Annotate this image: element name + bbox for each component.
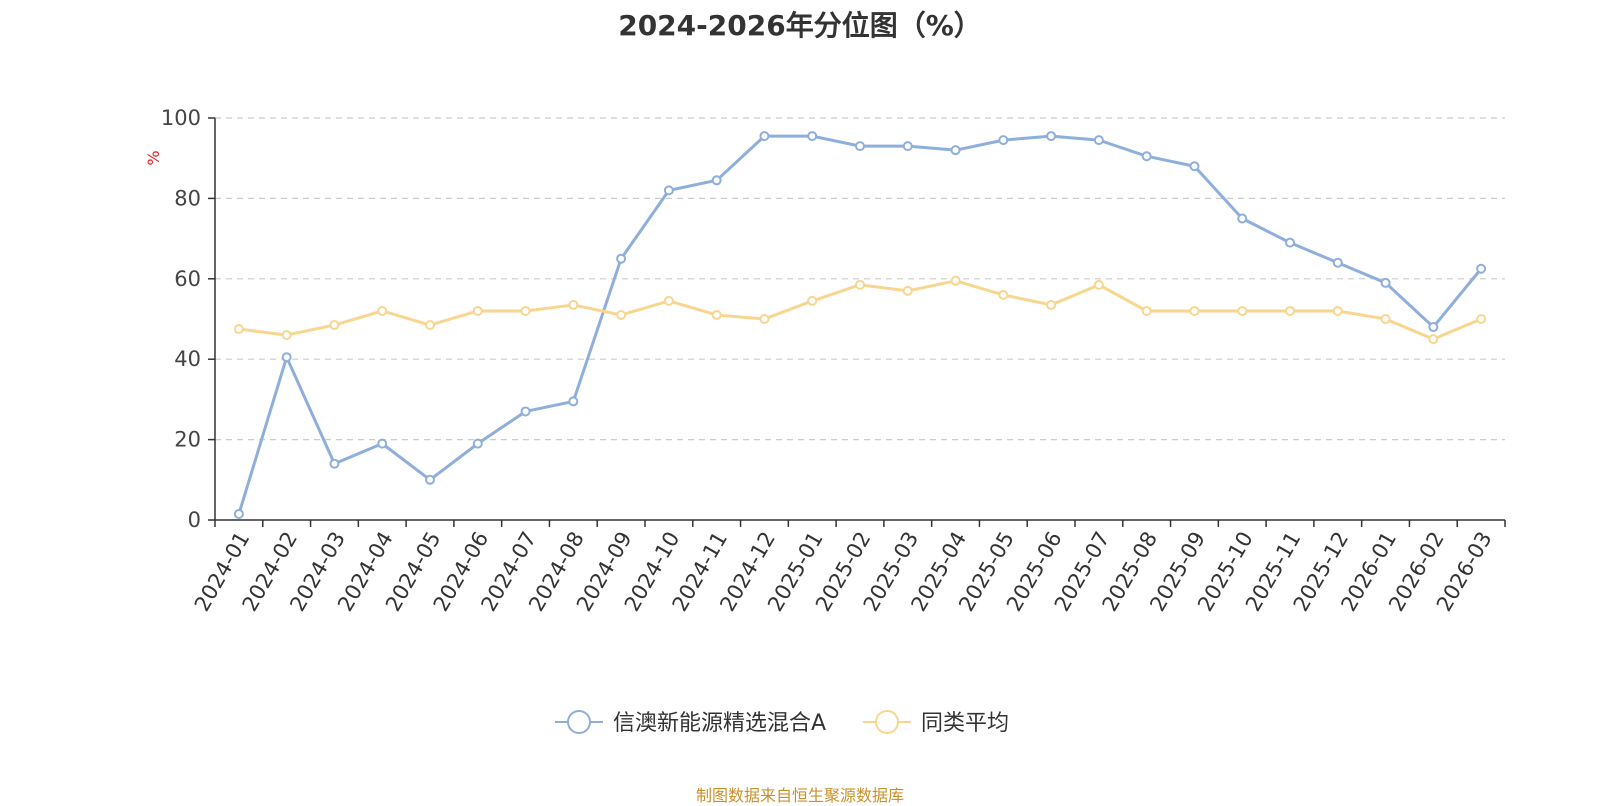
data-point[interactable]	[425, 474, 435, 485]
data-point[interactable]	[329, 320, 340, 331]
data-point[interactable]	[902, 141, 913, 152]
data-point[interactable]	[1380, 314, 1391, 324]
legend-marker	[875, 710, 899, 734]
data-point[interactable]	[759, 314, 770, 324]
data-point[interactable]	[1428, 322, 1439, 333]
data-point[interactable]	[1476, 263, 1487, 274]
data-point[interactable]	[759, 131, 770, 142]
data-point[interactable]	[472, 438, 483, 449]
legend-label: 同类平均	[921, 711, 1009, 736]
data-point[interactable]	[663, 295, 674, 306]
data-point[interactable]	[616, 253, 627, 264]
data-point[interactable]	[1189, 305, 1200, 316]
data-point[interactable]	[998, 289, 1009, 300]
data-point[interactable]	[998, 135, 1009, 146]
data-point[interactable]	[329, 458, 340, 469]
data-point[interactable]	[950, 145, 961, 156]
data-point[interactable]	[807, 131, 818, 142]
data-point[interactable]	[1476, 314, 1487, 324]
y-tick-label: 0	[188, 508, 201, 532]
data-point[interactable]	[1093, 279, 1104, 290]
y-axis-label: %	[144, 150, 163, 165]
data-point[interactable]	[1046, 299, 1057, 310]
chart-title: 2024-2026年分位图（%）	[618, 9, 982, 42]
data-point[interactable]	[855, 279, 865, 290]
data-point[interactable]	[1189, 161, 1200, 172]
data-point[interactable]	[1141, 305, 1152, 316]
y-tick-label: 40	[174, 347, 201, 371]
data-point[interactable]	[1141, 151, 1152, 162]
data-point[interactable]	[1046, 131, 1057, 142]
data-point[interactable]	[711, 309, 722, 320]
data-point[interactable]	[233, 508, 244, 519]
data-point[interactable]	[1428, 334, 1439, 345]
legend-marker	[567, 710, 591, 734]
data-point[interactable]	[902, 285, 913, 296]
y-tick-label: 80	[174, 186, 201, 210]
data-point[interactable]	[520, 406, 531, 417]
legend-item-1[interactable]: 信澳新能源精选混合A	[555, 710, 826, 736]
y-tick-label: 100	[161, 106, 201, 130]
data-point[interactable]	[663, 185, 674, 196]
data-point[interactable]	[1093, 135, 1104, 146]
data-point[interactable]	[281, 352, 292, 363]
data-point[interactable]	[281, 330, 292, 341]
data-point[interactable]	[1285, 305, 1295, 316]
x-axis: 2024-012024-022024-032024-042024-052024-…	[190, 519, 1506, 615]
data-point[interactable]	[1332, 257, 1343, 268]
y-axis: 0 20 40 60 80 100	[161, 106, 216, 532]
data-point[interactable]	[233, 324, 244, 335]
grid-lines	[215, 117, 1505, 441]
data-point[interactable]	[616, 309, 627, 320]
data-point[interactable]	[1237, 213, 1248, 224]
data-point[interactable]	[1285, 237, 1295, 248]
data-point[interactable]	[1380, 277, 1391, 288]
data-point[interactable]	[807, 295, 818, 306]
data-point[interactable]	[711, 175, 722, 186]
y-tick-label: 20	[174, 428, 201, 452]
data-point[interactable]	[472, 305, 483, 316]
data-point[interactable]	[1332, 305, 1343, 316]
y-tick-label: 60	[174, 267, 201, 291]
data-source-note: 制图数据来自恒生聚源数据库	[695, 786, 904, 805]
data-point[interactable]	[520, 305, 531, 316]
data-point[interactable]	[855, 141, 865, 152]
legend-item-2[interactable]: 同类平均	[863, 710, 1009, 736]
legend-label: 信澳新能源精选混合A	[613, 711, 826, 736]
series-points	[233, 131, 1487, 519]
data-point[interactable]	[1237, 305, 1248, 316]
data-point[interactable]	[425, 320, 435, 331]
data-point[interactable]	[377, 305, 388, 316]
data-point[interactable]	[568, 396, 579, 407]
data-point[interactable]	[950, 275, 961, 286]
legend[interactable]: 信澳新能源精选混合A 同类平均	[555, 710, 1009, 736]
data-point[interactable]	[377, 438, 388, 449]
data-point[interactable]	[568, 299, 579, 310]
